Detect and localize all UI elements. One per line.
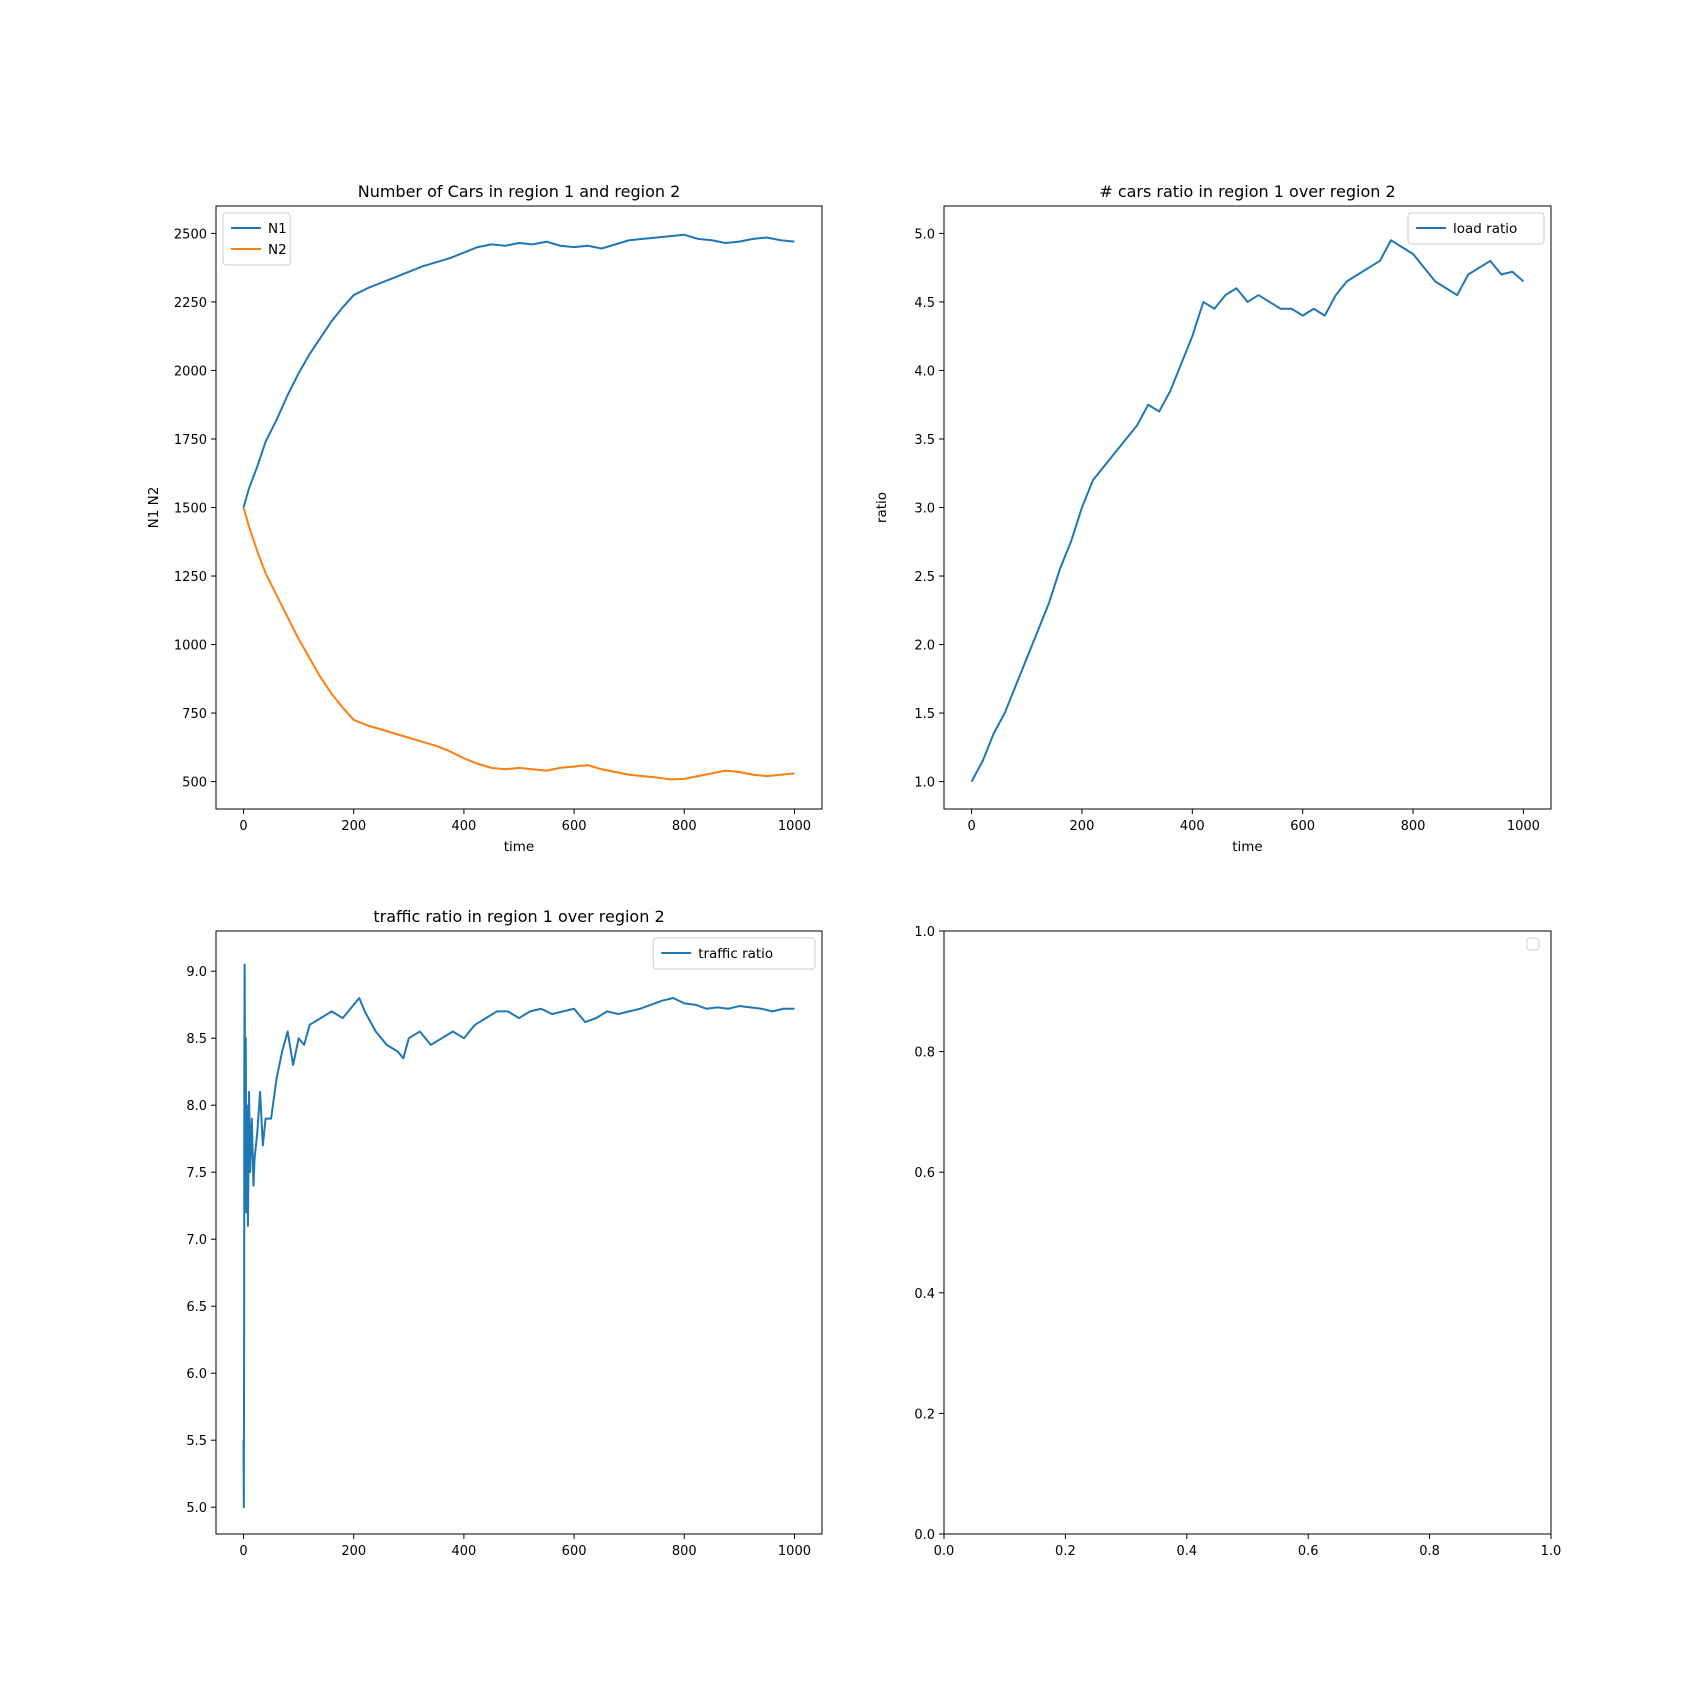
legend — [1526, 937, 1540, 951]
x-tick-label: 0 — [239, 1544, 247, 1559]
y-tick-label: 1.0 — [914, 776, 935, 791]
y-tick-label: 1.0 — [914, 925, 935, 940]
x-tick-label: 1000 — [778, 819, 811, 834]
axes-frame — [943, 930, 1552, 1535]
legend: traffic ratio — [652, 937, 816, 970]
x-tick-label: 0.6 — [1298, 1544, 1319, 1559]
y-tick-label: 3.0 — [914, 502, 935, 517]
y-tick-label: 0.2 — [914, 1407, 935, 1422]
legend-box — [1407, 212, 1545, 245]
x-tick-label: 0.4 — [1176, 1544, 1197, 1559]
axes-frame — [215, 930, 823, 1535]
y-tick-label: 4.0 — [914, 364, 935, 379]
x-tick-label: 200 — [1070, 819, 1095, 834]
y-tick-label: 7.5 — [186, 1166, 207, 1181]
axes-frame — [215, 205, 823, 810]
series-line-n1 — [242, 233, 795, 508]
legend-box — [652, 937, 816, 970]
x-tick-label: 600 — [1290, 819, 1315, 834]
y-tick-label: 1.5 — [914, 707, 935, 722]
y-tick-label: 1000 — [174, 639, 207, 654]
y-tick-label: 9.0 — [186, 965, 207, 980]
x-tick-label: 0.0 — [934, 1544, 955, 1559]
x-tick-label: 800 — [672, 819, 697, 834]
legend-label: N2 — [268, 242, 287, 258]
y-tick-label: 1750 — [174, 433, 207, 448]
y-tick-label: 2250 — [174, 296, 207, 311]
y-tick-label: 1250 — [174, 570, 207, 585]
series-line-load-ratio — [970, 239, 1525, 783]
chart-panel-2: 0 200 400 600 800 1000 1.0 1.5 2.0 2.5 3.0 3.5 4.0 4.… — [874, 182, 1552, 855]
y-tick-label: 2500 — [174, 227, 207, 242]
y-tick-label: 3.5 — [914, 433, 935, 448]
x-tick-label: 0.2 — [1055, 1544, 1076, 1559]
legend-label: load ratio — [1453, 221, 1517, 237]
y-tick-label: 0.0 — [914, 1528, 935, 1543]
x-tick-label: 1000 — [1507, 819, 1540, 834]
y-tick-label: 0.4 — [914, 1287, 935, 1302]
x-tick-label: 0 — [967, 819, 975, 834]
legend-box — [222, 212, 291, 266]
x-tick-label: 1.0 — [1541, 1544, 1562, 1559]
y-tick-label: 750 — [182, 707, 207, 722]
y-tick-label: 6.5 — [186, 1300, 207, 1315]
x-axis-label: time — [1232, 839, 1263, 855]
y-tick-label: 5.5 — [186, 1434, 207, 1449]
y-tick-label: 2.0 — [914, 639, 935, 654]
y-tick-label: 5.0 — [914, 227, 935, 242]
legend-box — [1526, 937, 1540, 951]
x-tick-label: 400 — [451, 1544, 476, 1559]
x-tick-label: 800 — [672, 1544, 697, 1559]
x-tick-label: 0 — [239, 819, 247, 834]
y-tick-label: 5.0 — [186, 1501, 207, 1516]
y-tick-label: 4.5 — [914, 296, 935, 311]
y-tick-label: 2.5 — [914, 570, 935, 585]
chart-panel-1: 0 200 400 600 800 1000 500 750 1000 1250 1500 1750 2… — [146, 182, 823, 855]
y-tick-label: 0.6 — [914, 1166, 935, 1181]
y-tick-label: 0.8 — [914, 1046, 935, 1061]
x-tick-label: 0.8 — [1419, 1544, 1440, 1559]
axes-frame — [943, 205, 1552, 810]
x-tick-label: 800 — [1401, 819, 1426, 834]
x-tick-label: 600 — [562, 1544, 587, 1559]
chart-title: Number of Cars in region 1 and region 2 — [358, 182, 681, 201]
x-tick-label: 200 — [341, 819, 366, 834]
y-tick-label: 7.0 — [186, 1233, 207, 1248]
chart-title: # cars ratio in region 1 over region 2 — [1099, 182, 1395, 201]
chart-panel-4: 0.0 0.2 0.4 0.6 0.8 1.0 0.0 0.2 0.4 0.6 0.8 1.0 — [914, 925, 1561, 1559]
x-tick-label: 400 — [451, 819, 476, 834]
y-tick-label: 8.0 — [186, 1099, 207, 1114]
y-axis-label: ratio — [874, 492, 890, 523]
y-axis-label: N1 N2 — [146, 487, 162, 529]
y-tick-label: 1500 — [174, 502, 207, 517]
y-tick-label: 500 — [182, 776, 207, 791]
x-axis-label: time — [504, 839, 535, 855]
x-tick-label: 1000 — [778, 1544, 811, 1559]
y-tick-label: 8.5 — [186, 1032, 207, 1047]
y-tick-label: 6.0 — [186, 1367, 207, 1382]
legend-label: traffic ratio — [698, 946, 773, 962]
series-line-traffic-ratio — [242, 963, 795, 1509]
x-tick-label: 200 — [341, 1544, 366, 1559]
chart-panel-3: 0 200 400 600 800 1000 5.0 5.5 6.0 6.5 7.0 7.5 8.0 8.… — [186, 907, 823, 1559]
legend: load ratio — [1407, 212, 1545, 245]
legend-label: N1 — [268, 221, 287, 237]
series-line-n2 — [242, 507, 795, 781]
x-tick-label: 600 — [562, 819, 587, 834]
y-tick-label: 2000 — [174, 364, 207, 379]
chart-title: traffic ratio in region 1 over region 2 — [373, 907, 664, 926]
x-tick-label: 400 — [1180, 819, 1205, 834]
